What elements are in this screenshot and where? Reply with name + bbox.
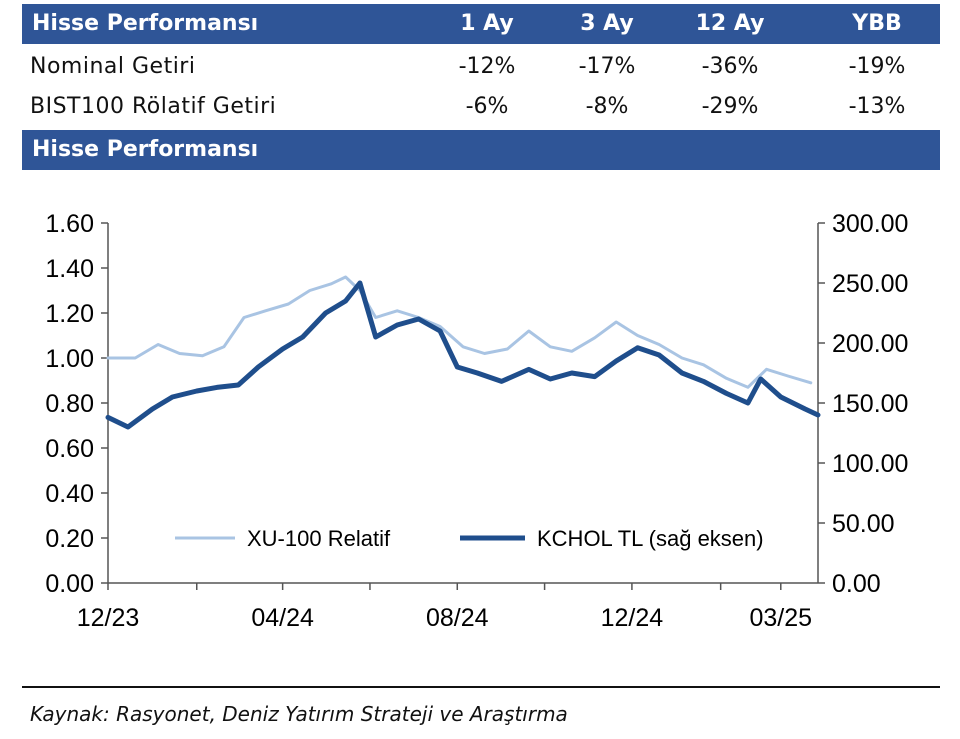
y-left-tick-label: 0.00 <box>45 570 94 598</box>
performance-chart: 1.60 1.40 1.20 1.00 0.80 0.60 0.40 0.20 0.00 300.… <box>45 210 908 632</box>
y-left-tick-label: 1.40 <box>45 255 94 283</box>
table-cell: -17% <box>578 54 636 79</box>
table-title: Hisse Performansı <box>32 11 259 36</box>
source-note: Kaynak: Rasyonet, Deniz Yatırım Strateji… <box>30 702 568 726</box>
x-tick-label: 08/24 <box>426 604 489 632</box>
legend-label: KCHOL TL (sağ eksen) <box>537 526 764 551</box>
y-right-tick-label: 100.00 <box>832 450 908 478</box>
x-tick-label: 12/23 <box>77 604 140 632</box>
column-header-ytd: YBB <box>852 11 902 36</box>
y-left-tick-label: 0.20 <box>45 525 94 553</box>
x-tick-label: 04/24 <box>251 604 314 632</box>
table-row: BIST100 Rölatif Getiri -6% -8% -29% -13% <box>22 88 940 128</box>
table-cell: -36% <box>701 54 759 79</box>
chart-axes: 1.60 1.40 1.20 1.00 0.80 0.60 0.40 0.20 0.00 300.… <box>45 210 908 632</box>
y-left-tick-label: 0.80 <box>45 390 94 418</box>
y-right-tick-label: 200.00 <box>832 330 908 358</box>
y-right-tick-label: 150.00 <box>832 390 908 418</box>
y-right-tick-label: 0.00 <box>832 570 881 598</box>
table-cell: -8% <box>585 94 629 119</box>
column-header-1m: 1 Ay <box>460 11 514 36</box>
row-label: BIST100 Rölatif Getiri <box>30 94 277 119</box>
table-row: Nominal Getiri -12% -17% -36% -19% <box>22 48 940 88</box>
x-tick-label: 03/25 <box>750 604 813 632</box>
column-header-12m: 12 Ay <box>695 11 765 36</box>
performance-table-header: Hisse Performansı 1 Ay 3 Ay 12 Ay YBB <box>22 4 940 44</box>
row-label: Nominal Getiri <box>30 54 196 79</box>
table-cell: -12% <box>458 54 516 79</box>
series-line-xu100-relatif <box>106 275 813 389</box>
source-divider <box>22 686 940 688</box>
y-left-tick-label: 1.20 <box>45 300 94 328</box>
y-right-tick-label: 50.00 <box>832 510 895 538</box>
y-left-tick-label: 1.00 <box>45 345 94 373</box>
x-tick-label: 12/24 <box>601 604 664 632</box>
y-left-tick-label: 0.60 <box>45 435 94 463</box>
y-right-tick-label: 250.00 <box>832 270 908 298</box>
column-header-3m: 3 Ay <box>580 11 634 36</box>
legend-label: XU-100 Relatif <box>247 526 391 551</box>
table-cell: -13% <box>848 94 906 119</box>
table-cell: -29% <box>701 94 759 119</box>
y-right-tick-label: 300.00 <box>832 210 908 238</box>
chart-legend: XU-100 Relatif KCHOL TL (sağ eksen) <box>175 526 764 551</box>
table-cell: -6% <box>465 94 509 119</box>
series-line-kchol-tl <box>105 280 821 430</box>
chart-section-title: Hisse Performansı <box>32 137 259 162</box>
chart-series <box>105 275 821 430</box>
y-left-tick-label: 1.60 <box>45 210 94 238</box>
table-cell: -19% <box>848 54 906 79</box>
chart-section-header: Hisse Performansı <box>22 130 940 170</box>
y-left-tick-label: 0.40 <box>45 480 94 508</box>
